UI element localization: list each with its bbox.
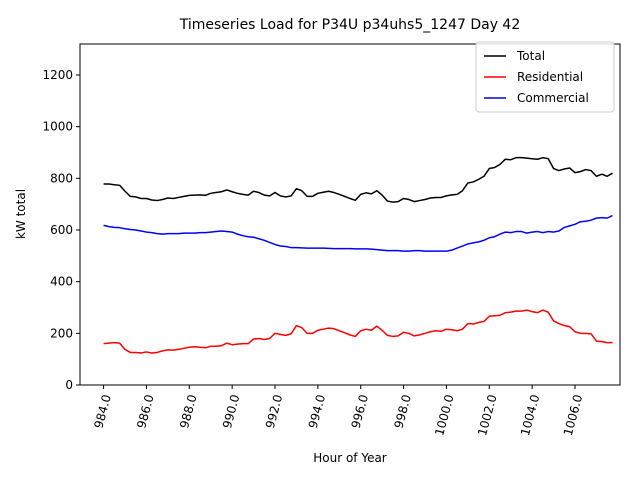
y-tick-label: 800 <box>50 171 73 185</box>
series-line-total <box>103 156 613 203</box>
y-tick-label: 600 <box>50 223 73 237</box>
y-tick-label: 1200 <box>42 68 73 82</box>
y-axis-label: kW total <box>14 189 28 239</box>
y-tick-label: 200 <box>50 326 73 340</box>
y-tick-label: 1000 <box>42 120 73 134</box>
chart-title: Timeseries Load for P34U p34uhs5_1247 Da… <box>179 17 521 33</box>
y-tick-label: 0 <box>65 378 73 392</box>
series-line-commercial <box>103 214 613 252</box>
series-lines <box>103 156 613 354</box>
legend-box <box>475 41 615 113</box>
series-line-residential <box>103 309 613 354</box>
plot-frame <box>79 43 621 386</box>
legend-label-total: Total <box>516 49 545 63</box>
legend-label-commercial: Commercial <box>517 91 589 105</box>
y-tick-label: 400 <box>50 275 73 289</box>
legend: Total Residential Commercial <box>475 41 615 113</box>
x-axis-label: Hour of Year <box>313 451 387 465</box>
legend-label-residential: Residential <box>517 70 583 84</box>
y-axis: 0 200 400 600 800 1000 1200 <box>42 68 80 392</box>
